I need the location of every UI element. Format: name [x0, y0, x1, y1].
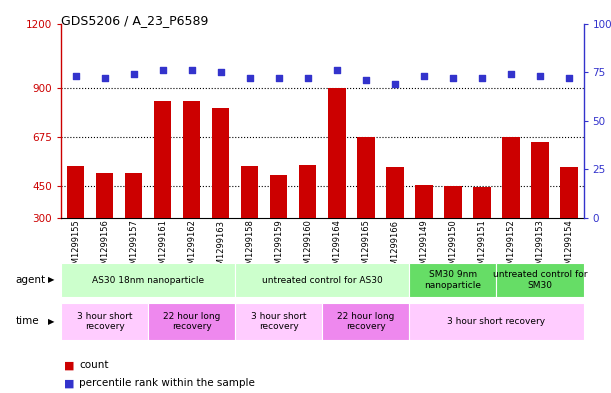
Point [477, 75, 487, 81]
Point [187, 67, 197, 73]
Point [129, 71, 139, 77]
Bar [444, 186, 462, 218]
Point [216, 69, 225, 75]
Bar [61, 263, 235, 297]
Point [332, 67, 342, 73]
Bar [502, 137, 519, 218]
Bar [409, 303, 584, 340]
Point [274, 75, 284, 81]
Point [390, 81, 400, 87]
Text: 22 hour long
recovery: 22 hour long recovery [337, 312, 395, 331]
Point [361, 77, 371, 83]
Bar [415, 185, 433, 218]
Text: count: count [79, 360, 109, 371]
Text: ■: ■ [64, 378, 75, 388]
Point [419, 73, 429, 79]
Text: 3 hour short
recovery: 3 hour short recovery [251, 312, 307, 331]
Text: agent: agent [15, 275, 45, 285]
Bar [96, 173, 114, 218]
Bar [61, 303, 148, 340]
Bar [328, 88, 346, 218]
Text: AS30 18nm nanoparticle: AS30 18nm nanoparticle [92, 275, 204, 285]
Point [535, 73, 545, 79]
Text: GDS5206 / A_23_P6589: GDS5206 / A_23_P6589 [61, 14, 208, 27]
Point [448, 75, 458, 81]
Text: 3 hour short recovery: 3 hour short recovery [447, 317, 546, 326]
Bar [212, 108, 230, 218]
Point [564, 75, 574, 81]
Bar [148, 303, 235, 340]
Bar [386, 167, 403, 218]
Text: ▶: ▶ [48, 317, 54, 326]
Bar [299, 165, 316, 218]
Bar [473, 187, 491, 218]
Bar [270, 175, 288, 218]
Bar [409, 263, 496, 297]
Text: untreated control for AS30: untreated control for AS30 [262, 275, 382, 285]
Bar [241, 166, 258, 218]
Bar [357, 137, 375, 218]
Point [71, 73, 81, 79]
Text: time: time [15, 316, 39, 326]
Text: SM30 9nm
nanoparticle: SM30 9nm nanoparticle [425, 270, 481, 290]
Text: ■: ■ [64, 360, 75, 371]
Bar [183, 101, 200, 218]
Text: percentile rank within the sample: percentile rank within the sample [79, 378, 255, 388]
Text: 3 hour short
recovery: 3 hour short recovery [77, 312, 133, 331]
Bar [532, 143, 549, 218]
Text: untreated control for
SM30: untreated control for SM30 [492, 270, 587, 290]
Bar [323, 303, 409, 340]
Point [303, 75, 313, 81]
Bar [496, 263, 584, 297]
Bar [154, 101, 171, 218]
Text: ▶: ▶ [48, 275, 54, 285]
Bar [125, 173, 142, 218]
Point [245, 75, 255, 81]
Bar [67, 166, 84, 218]
Bar [235, 303, 323, 340]
Text: 22 hour long
recovery: 22 hour long recovery [163, 312, 221, 331]
Point [100, 75, 109, 81]
Bar [235, 263, 409, 297]
Bar [560, 167, 577, 218]
Point [158, 67, 167, 73]
Point [506, 71, 516, 77]
